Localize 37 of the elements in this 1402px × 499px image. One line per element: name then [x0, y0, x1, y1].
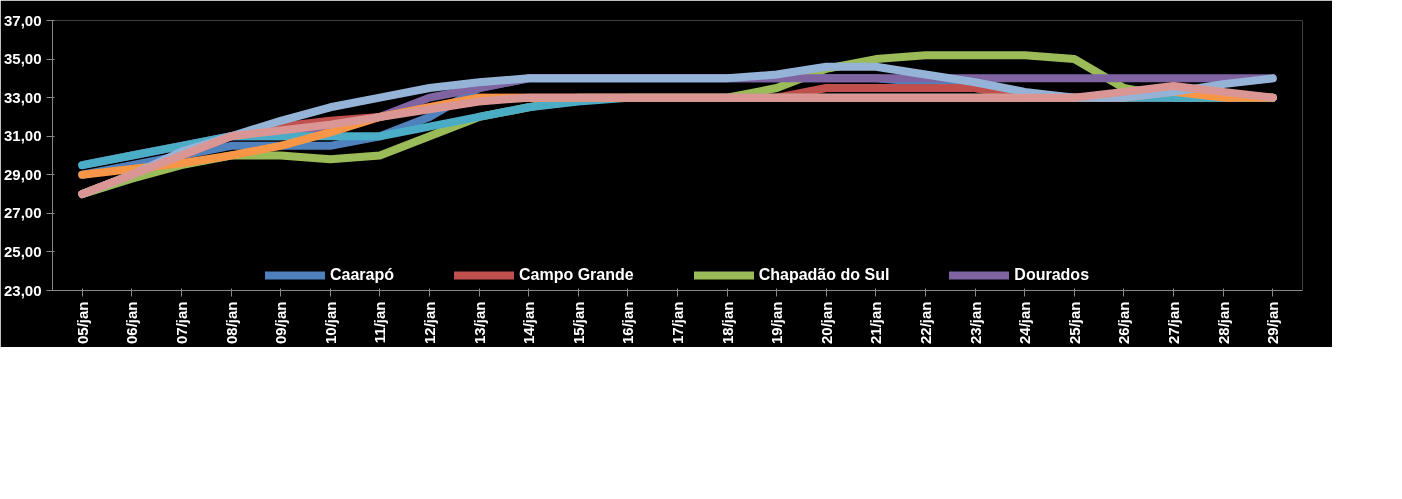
y-tick-label: 35,00: [3, 50, 42, 68]
x-tick-label: 08/jan: [222, 301, 240, 345]
x-tick-label: 26/jan: [1115, 301, 1133, 345]
legend-label: Campo Grande: [519, 266, 634, 284]
x-tick-label: 13/jan: [470, 301, 488, 345]
x-tick-label: 11/jan: [371, 301, 389, 344]
y-tick-label: 25,00: [3, 242, 42, 260]
x-tick-label: 25/jan: [1065, 301, 1083, 345]
x-tick-label: 29/jan: [1264, 301, 1282, 345]
x-tick-label: 23/jan: [966, 301, 984, 345]
x-tick-label: 05/jan: [73, 301, 91, 345]
x-tick-label: 21/jan: [867, 301, 885, 345]
x-tick-label: 15/jan: [569, 301, 587, 345]
x-tick-label: 10/jan: [321, 301, 339, 345]
x-tick-label: 28/jan: [1214, 301, 1232, 345]
x-tick-label: 27/jan: [1165, 301, 1183, 345]
x-tick-label: 19/jan: [768, 301, 786, 345]
legend-label: Caarapó: [329, 266, 394, 284]
x-tick-label: 18/jan: [718, 301, 736, 345]
y-tick-label: 33,00: [3, 88, 42, 106]
y-tick-label: 37,00: [3, 11, 42, 29]
x-tick-label: 20/jan: [817, 301, 835, 345]
x-tick-label: 22/jan: [917, 301, 935, 345]
x-tick-label: 24/jan: [1016, 301, 1034, 345]
y-tick-label: 23,00: [3, 281, 42, 299]
x-tick-label: 12/jan: [420, 301, 438, 345]
legend-label: Chapadão do Sul: [758, 266, 890, 284]
x-tick-label: 17/jan: [669, 301, 686, 345]
x-tick-label: 14/jan: [520, 301, 538, 345]
x-tick-label: 06/jan: [123, 301, 141, 345]
y-tick-label: 29,00: [3, 165, 42, 183]
x-tick-label: 16/jan: [619, 301, 637, 345]
legend-label: Dourados: [1014, 266, 1090, 284]
x-tick-label: 09/jan: [272, 301, 290, 345]
y-tick-label: 27,00: [3, 204, 42, 222]
y-tick-label: 31,00: [3, 127, 42, 145]
x-tick-label: 07/jan: [172, 301, 190, 345]
